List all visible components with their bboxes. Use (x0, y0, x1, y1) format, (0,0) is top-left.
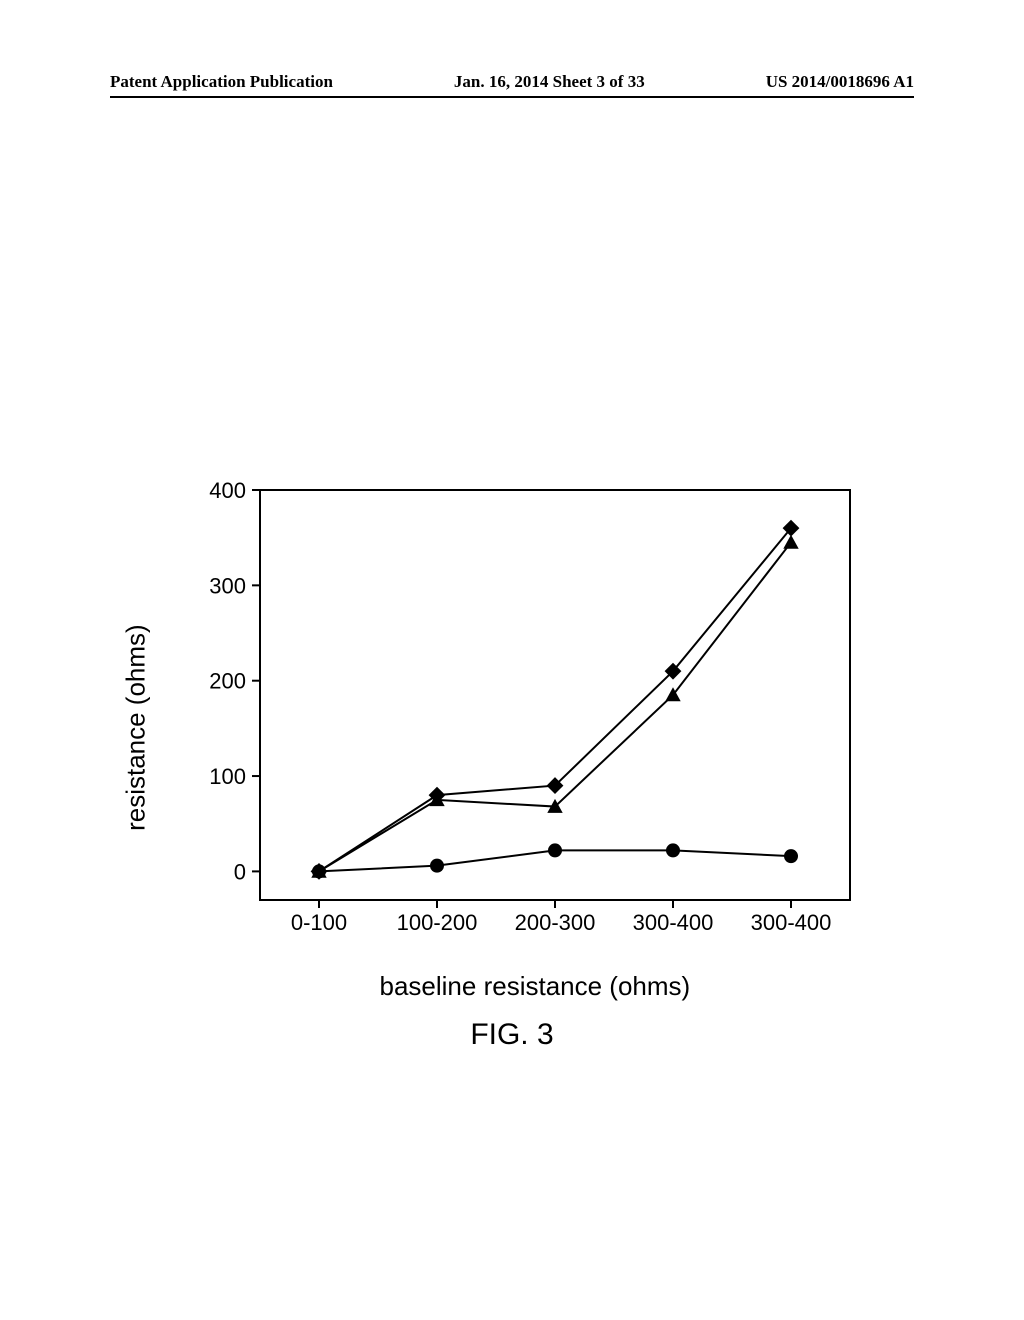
x-tick-label: 300-400 (751, 910, 832, 935)
chart-container: resistance (ohms) 01002003004000-100100-… (150, 480, 870, 1000)
header-left: Patent Application Publication (110, 72, 333, 92)
y-tick-label: 100 (209, 764, 246, 789)
x-tick-label: 300-400 (633, 910, 714, 935)
y-tick-label: 400 (209, 480, 246, 503)
y-tick-label: 200 (209, 669, 246, 694)
y-tick-label: 0 (234, 859, 246, 884)
page-header: Patent Application Publication Jan. 16, … (0, 72, 1024, 98)
line-chart: 0 100 200 300 400 0-100 100-200 200-300 300-400 3… (150, 480, 870, 1000)
header-rule (110, 96, 914, 98)
header-right: US 2014/0018696 A1 (766, 72, 914, 92)
x-tick-label: 100-200 (397, 910, 478, 935)
figure-caption: FIG. 3 (0, 1018, 1024, 1052)
x-axis-label: baseline resistance (ohms) (380, 971, 691, 1002)
x-tick-label: 0-100 (291, 910, 347, 935)
header-center: Jan. 16, 2014 Sheet 3 of 33 (454, 72, 645, 92)
x-tick-label: 200-300 (515, 910, 596, 935)
y-axis-label: resistance (ohms) (121, 624, 152, 831)
y-tick-label: 300 (209, 573, 246, 598)
